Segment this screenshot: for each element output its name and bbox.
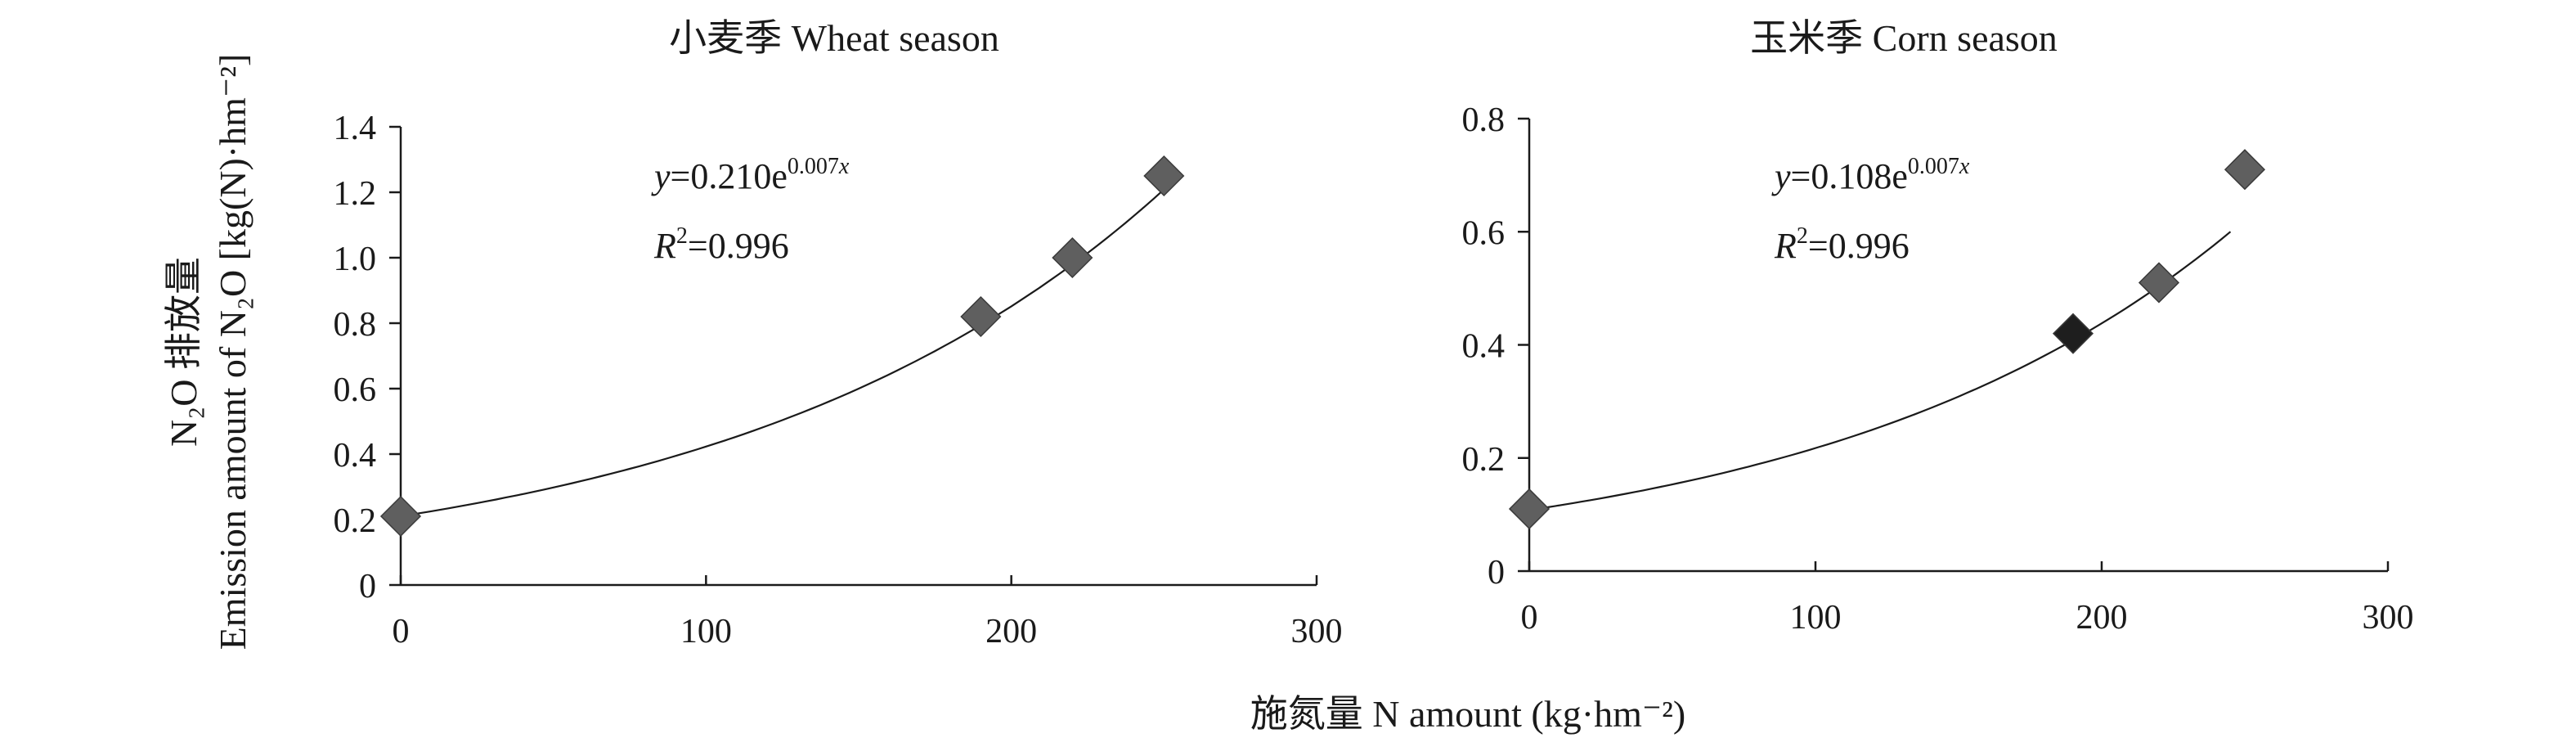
fit-equation: y=0.210e0.007x — [651, 154, 850, 196]
corn-season-panel: 玉米季 Corn season 00.20.40.60.80 100 200 300 … — [1462, 17, 2414, 637]
y-tick-label: 0.8 — [334, 306, 377, 344]
y-tick-label: 0 — [359, 568, 376, 605]
fit-equation: y=0.108e0.007x — [1771, 154, 1970, 196]
x-tick-label: 200 — [2076, 599, 2128, 637]
y-tick-label: 1.0 — [334, 241, 377, 278]
data-point-marker — [2138, 262, 2180, 304]
y-tick-label: 0.4 — [1462, 328, 1506, 366]
x-tick-label: 200 — [985, 613, 1037, 650]
fit-curve — [400, 188, 1165, 518]
y-tick-label: 0.8 — [1462, 101, 1506, 139]
chart-title: 玉米季 Corn season — [1750, 17, 2058, 59]
fit-curve-group — [400, 188, 1165, 518]
wheat-season-panel: 小麦季 Wheat season 00.20.40.60.81.01.21.40… — [334, 17, 1343, 650]
x-tick-label: 100 — [680, 613, 732, 650]
fit-curve — [1528, 231, 2232, 511]
y-tick-label: 1.2 — [334, 175, 377, 213]
data-points — [379, 155, 1185, 538]
x-axis-title: 施氮量 N amount (kg·hm⁻²) — [1250, 693, 1686, 735]
y-axis-title-cn: N₂O 排放量 — [163, 257, 204, 447]
y-tick-label: 0.4 — [334, 437, 377, 475]
data-point-marker — [1052, 236, 1093, 279]
y-tick-label: 0 — [1488, 554, 1505, 592]
axes: 0 0.2 0.4 0.6 0.8 0 100 200 300 — [1462, 101, 2414, 637]
data-point-marker — [2052, 313, 2094, 354]
y-tick-label: 0.2 — [334, 502, 377, 540]
y-tick-label: 0.2 — [1462, 441, 1506, 479]
y-tick-label: 0.6 — [334, 371, 377, 409]
r-squared: R2=0.996 — [653, 223, 789, 266]
data-point-marker — [1508, 488, 1551, 530]
y-tick-label: 0.6 — [1462, 214, 1506, 252]
x-tick-label: 0 — [1521, 599, 1538, 637]
x-tick-label: 100 — [1790, 599, 1842, 637]
y-axis-title: N₂O 排放量 Emission amount of N₂O [kg(N)·hm… — [163, 54, 254, 650]
x-tick-label: 300 — [2363, 599, 2414, 637]
y-axis-title-en: Emission amount of N₂O [kg(N)·hm⁻²] — [212, 54, 254, 650]
x-tick-label: 300 — [1291, 613, 1343, 650]
data-point-marker — [960, 295, 1002, 338]
axes: 0 0.2 0.4 0.6 0.8 1.0 1.2 1.4 0 100 200 300 — [334, 110, 1343, 650]
data-point-marker — [2224, 149, 2266, 191]
y-tick-label: 1.4 — [334, 110, 377, 147]
chart-title: 小麦季 Wheat season — [669, 17, 999, 59]
fit-curve-group — [1528, 231, 2232, 511]
data-points — [1508, 149, 2266, 530]
r-squared: R2=0.996 — [1774, 223, 1910, 266]
x-tick-label: 0 — [393, 613, 410, 650]
data-point-marker — [379, 495, 422, 538]
data-point-marker — [1143, 155, 1185, 197]
